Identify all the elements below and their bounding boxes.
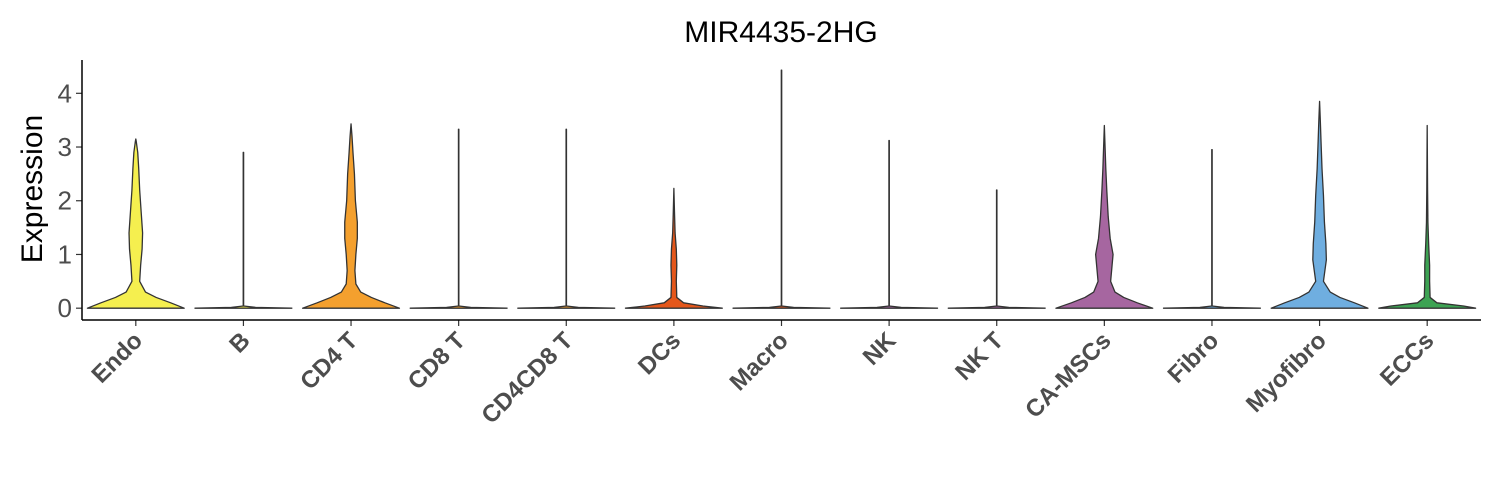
chart-title: MIR4435-2HG	[684, 16, 877, 49]
violin-cd4cd8-t	[517, 128, 616, 309]
x-tick-label: Myofibro	[1241, 327, 1332, 418]
x-tick-label: Endo	[87, 327, 149, 389]
violin-ca-mscs	[1055, 124, 1154, 309]
violin-myofibro	[1270, 100, 1369, 309]
y-tick-label: 2	[58, 186, 72, 216]
x-tick-label: CD4CD8 T	[476, 327, 578, 429]
x-tick-label: B	[224, 327, 255, 358]
violin-cd4-t	[301, 123, 401, 309]
y-axis-ticks: 0 1 2 3 4	[58, 78, 82, 323]
x-tick-label: CA-MSCs	[1020, 327, 1116, 423]
x-tick-label: ECCs	[1375, 327, 1439, 391]
violin-macro	[732, 69, 831, 309]
y-tick-label: 0	[58, 293, 72, 323]
x-tick-label: CD4 T	[295, 327, 363, 395]
violin-eccs	[1378, 124, 1477, 309]
y-tick-label: 3	[58, 132, 72, 162]
violin-fibro	[1162, 149, 1262, 309]
y-tick-label: 1	[58, 239, 72, 269]
x-tick-label: DCs	[633, 327, 686, 380]
violin-nk-t	[947, 189, 1046, 309]
violin-dcs	[624, 187, 723, 309]
y-axis-label: Expression	[16, 115, 49, 263]
violin-nk	[840, 139, 939, 309]
x-tick-label: NK T	[950, 327, 1009, 386]
y-tick-label: 4	[58, 78, 72, 108]
x-tick-label: NK	[858, 327, 902, 371]
x-tick-label: Fibro	[1163, 327, 1225, 389]
violin-cd8-t	[409, 128, 508, 309]
violin-group	[86, 69, 1477, 309]
x-tick-label: CD8 T	[403, 327, 471, 395]
violin-endo	[86, 138, 185, 309]
x-tick-label: Macro	[725, 327, 794, 396]
x-axis-ticks: Endo B CD4 T CD8 T CD4CD8 T DCs Macro NK NK T CA-…	[87, 320, 1439, 429]
violin-b	[194, 151, 293, 309]
